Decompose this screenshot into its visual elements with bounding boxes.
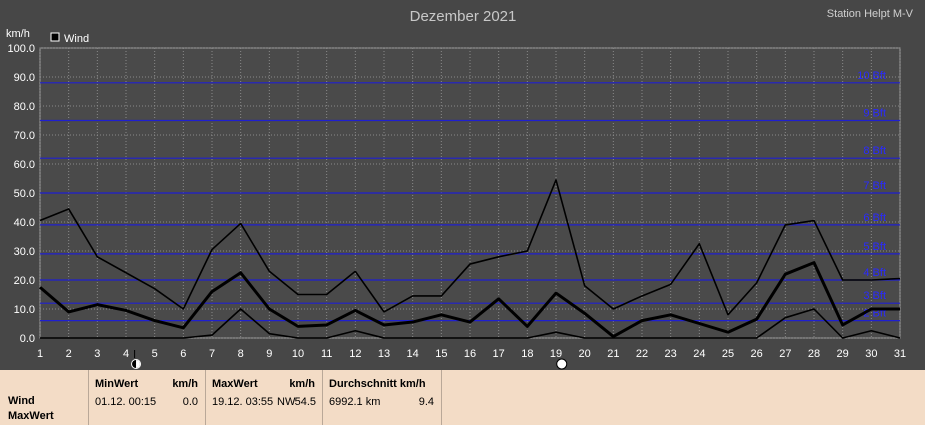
- x-tick-label: 9: [266, 348, 272, 360]
- legend-swatch: [50, 32, 60, 42]
- x-tick-label: 17: [493, 348, 505, 360]
- beaufort-label: 7 Bft: [863, 180, 886, 192]
- x-tick-label: 13: [378, 348, 390, 360]
- x-tick-label: 25: [722, 348, 734, 360]
- x-tick-label: 2: [66, 348, 72, 360]
- x-tick-label: 29: [837, 348, 849, 360]
- y-tick-label: 60.0: [14, 159, 35, 171]
- y-tick-label: 10.0: [14, 304, 35, 316]
- x-tick-label: 18: [521, 348, 533, 360]
- x-tick-label: 31: [894, 348, 906, 360]
- station-label: Station Helpt M-V: [827, 8, 914, 20]
- y-tick-label: 50.0: [14, 188, 35, 200]
- new-moon-shade: [136, 360, 141, 368]
- y-tick-label: 80.0: [14, 101, 35, 113]
- x-tick-label: 26: [751, 348, 763, 360]
- average-value: 9.4: [418, 396, 434, 408]
- max-header: MaxWert: [212, 378, 258, 390]
- chart-title: Dezember 2021: [410, 8, 517, 25]
- x-tick-label: 24: [693, 348, 705, 360]
- x-tick-label: 8: [238, 348, 244, 360]
- y-tick-label: 70.0: [14, 130, 35, 142]
- x-tick-label: 20: [579, 348, 591, 360]
- beaufort-label: 10 Bft: [857, 70, 886, 82]
- min-datetime: 01.12. 00:15: [95, 396, 157, 408]
- beaufort-label: 8 Bft: [863, 145, 886, 157]
- series-line-wind: [39, 261, 900, 339]
- min-unit: km/h: [172, 378, 198, 390]
- max-value: 54.5: [294, 396, 316, 408]
- beaufort-label: 3 Bft: [863, 290, 886, 302]
- y-tick-label: 0.0: [20, 333, 35, 345]
- stats-row-maxwert-label: MaxWert: [8, 410, 54, 422]
- x-tick-label: 23: [665, 348, 677, 360]
- x-tick-label: 22: [636, 348, 648, 360]
- x-tick-label: 30: [865, 348, 877, 360]
- x-tick-label: 3: [94, 348, 100, 360]
- x-tick-label: 4: [123, 348, 129, 360]
- x-tick-label: 19: [550, 348, 562, 360]
- stats-average-column: Durchschnitt km/h 6992.1 km 9.4: [323, 370, 442, 425]
- x-tick-label: 14: [407, 348, 419, 360]
- x-tick-label: 11: [321, 348, 332, 360]
- x-tick-label: 15: [435, 348, 447, 360]
- max-unit: km/h: [289, 378, 315, 390]
- x-tick-label: 5: [152, 348, 158, 360]
- min-value: 0.0: [182, 396, 198, 408]
- stats-label-column: Wind MaxWert: [0, 370, 89, 425]
- max-direction: NW: [277, 396, 296, 408]
- x-tick-label: 1: [37, 348, 43, 360]
- x-tick-label: 6: [180, 348, 186, 360]
- y-tick-label: 30.0: [14, 246, 35, 258]
- y-tick-label: 100.0: [7, 43, 35, 55]
- y-axis-unit: km/h: [6, 28, 30, 40]
- stats-min-column: MinWert km/h 01.12. 00:15 0.0: [89, 370, 206, 425]
- series-line-min: [40, 308, 901, 339]
- beaufort-label: 4 Bft: [863, 267, 886, 279]
- legend-label: Wind: [64, 33, 89, 45]
- y-tick-label: 40.0: [14, 217, 35, 229]
- series-line-max: [39, 179, 901, 316]
- x-tick-label: 16: [464, 348, 476, 360]
- average-header: Durchschnitt km/h: [329, 378, 426, 390]
- x-tick-label: 7: [209, 348, 215, 360]
- x-tick-label: 27: [779, 348, 791, 360]
- x-tick-label: 21: [607, 348, 619, 360]
- x-tick-label: 12: [349, 348, 361, 360]
- full-moon-icon: [556, 358, 568, 370]
- average-distance: 6992.1 km: [329, 396, 381, 408]
- y-tick-label: 20.0: [14, 275, 35, 287]
- stats-panel: Wind MaxWert MinWert km/h 01.12. 00:15 0…: [0, 370, 925, 425]
- x-tick-label: 28: [808, 348, 820, 360]
- beaufort-label: 5 Bft: [863, 241, 886, 253]
- stats-row-wind-label: Wind: [8, 395, 35, 407]
- wind-chart: Dezember 2021 Station Helpt M-V km/h Win…: [6, 8, 914, 370]
- stats-max-column: MaxWert km/h 19.12. 03:55 NW 54.5: [206, 370, 323, 425]
- y-tick-label: 90.0: [14, 72, 35, 84]
- beaufort-label: 6 Bft: [863, 212, 886, 224]
- min-header: MinWert: [95, 378, 139, 390]
- wind-chart-svg: Dezember 2021 Station Helpt M-V km/h Win…: [6, 8, 914, 370]
- max-datetime: 19.12. 03:55: [212, 396, 274, 408]
- x-tick-label: 10: [292, 348, 304, 360]
- beaufort-label: 9 Bft: [863, 108, 886, 120]
